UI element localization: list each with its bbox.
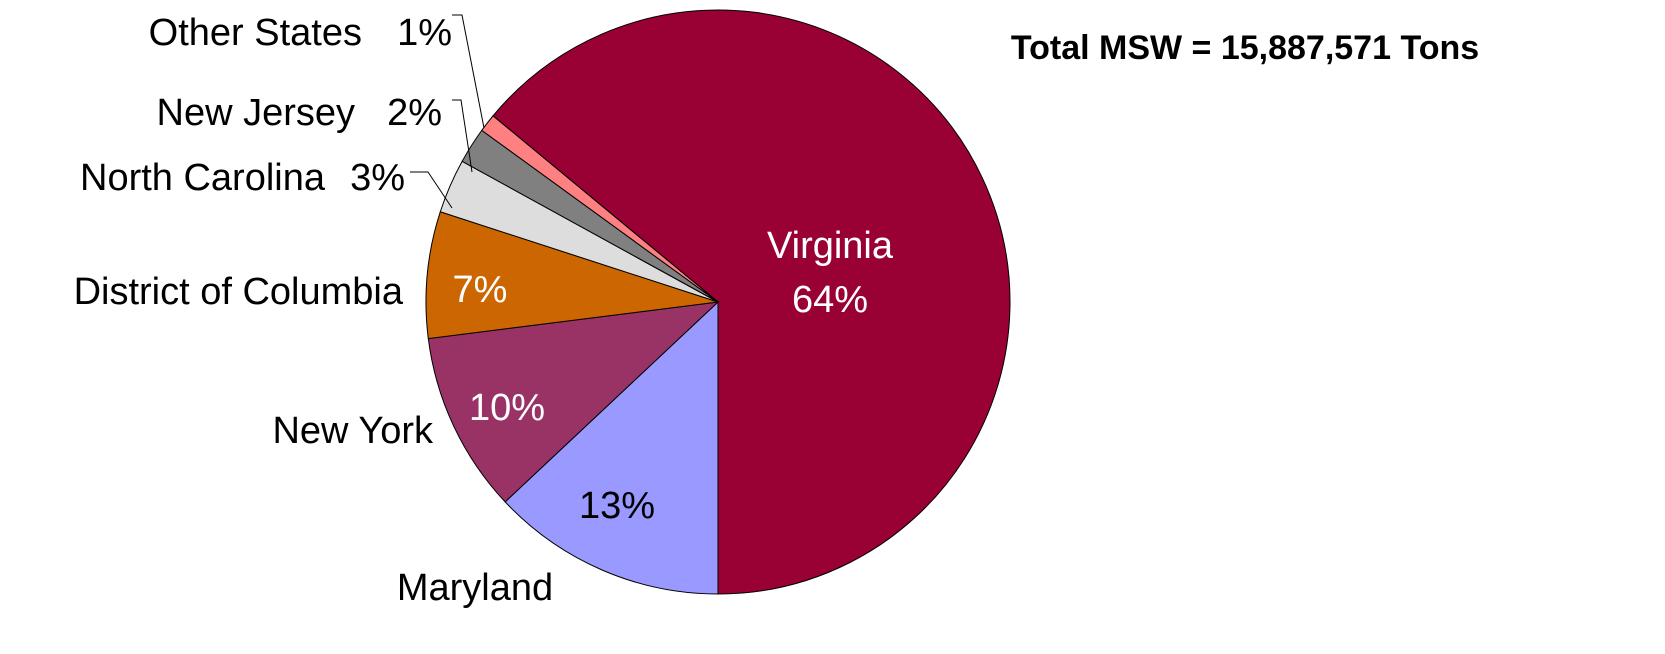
category-label: Other States xyxy=(149,12,362,54)
pie-slice xyxy=(425,211,719,340)
value-label: 2% xyxy=(387,92,442,134)
pie-slice xyxy=(427,301,720,503)
value-label: 64% xyxy=(792,279,868,321)
value-label: 3% xyxy=(350,157,405,199)
pie-slice xyxy=(504,300,719,595)
category-label: North Carolina xyxy=(80,157,326,199)
leader-line xyxy=(452,14,485,129)
slice-label: Virginia xyxy=(767,225,894,267)
category-label: New Jersey xyxy=(157,92,356,134)
category-label: Maryland xyxy=(397,567,553,609)
pie-slice xyxy=(492,9,1011,595)
category-label: District of Columbia xyxy=(74,271,404,313)
value-label: 1% xyxy=(397,12,452,54)
value-label: 13% xyxy=(579,485,655,527)
pie-slice xyxy=(481,115,719,303)
value-label: 10% xyxy=(469,387,545,429)
leader-lines xyxy=(410,14,485,209)
category-label: New York xyxy=(272,410,434,452)
leader-line xyxy=(410,171,453,209)
leader-line xyxy=(452,99,473,173)
chart-title: Total MSW = 15,887,571 Tons xyxy=(1011,29,1479,67)
value-label: 7% xyxy=(453,269,508,311)
